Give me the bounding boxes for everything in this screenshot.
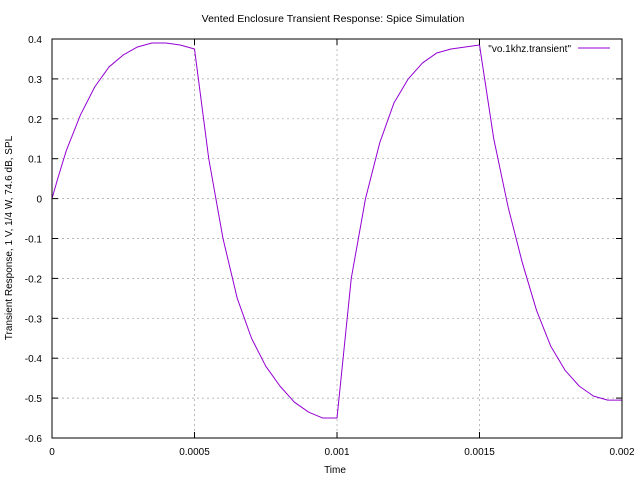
y-axis-label: Transient Response, 1 V, 1/4 W, 74.6 dB,…	[4, 135, 15, 340]
grid-lines	[52, 39, 622, 438]
y-tick-label: -0.6	[25, 434, 43, 445]
y-tick-label: 0.3	[28, 75, 42, 86]
legend: "vo.1khz.transient"	[488, 44, 610, 55]
x-tick-label: 0.0005	[179, 447, 210, 458]
y-tick-label: 0.1	[28, 155, 42, 166]
series-line	[51, 42, 622, 419]
legend-entry-label: "vo.1khz.transient"	[488, 44, 571, 55]
series-layer	[51, 42, 622, 419]
chart-title: Vented Enclosure Transient Response: Spi…	[202, 13, 465, 25]
y-tick-label: 0.2	[28, 115, 42, 126]
axis-ticks: 0 0.0005 0.001 0.0015 0.002 -0.6 -0.5 -0.4 -0.3 -…	[25, 35, 635, 458]
x-axis-label: Time	[324, 465, 346, 476]
x-tick-label: 0.001	[324, 447, 349, 458]
y-tick-label: -0.4	[25, 354, 43, 365]
y-tick-label: -0.3	[25, 314, 43, 325]
y-tick-label: -0.5	[25, 394, 43, 405]
y-tick-label: 0	[36, 195, 42, 206]
y-tick-label: -0.1	[25, 235, 43, 246]
y-tick-label: 0.4	[28, 35, 42, 46]
x-tick-label: 0	[49, 447, 55, 458]
x-tick-label: 0.002	[609, 447, 634, 458]
y-tick-label: -0.2	[25, 274, 43, 285]
x-tick-label: 0.0015	[464, 447, 495, 458]
